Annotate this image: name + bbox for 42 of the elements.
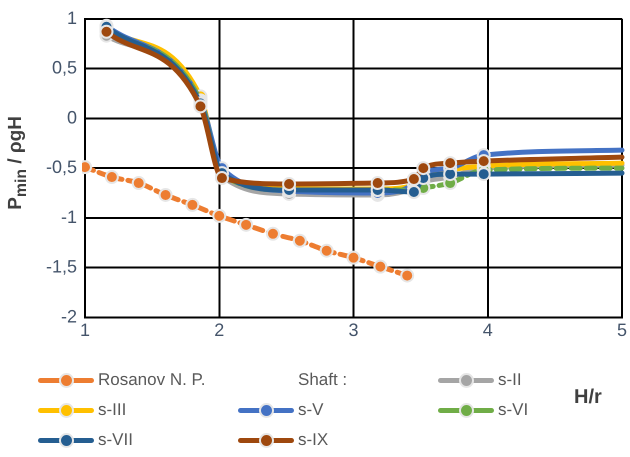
- point: [132, 176, 146, 190]
- y-tick-label: -2: [61, 306, 78, 326]
- point: [400, 268, 414, 283]
- point: [239, 218, 254, 232]
- point: [212, 208, 226, 223]
- point: [443, 156, 458, 170]
- legend-label: s-V: [298, 400, 324, 420]
- x-tick-label: 3: [348, 320, 359, 340]
- x-tick-label: 2: [214, 320, 224, 340]
- legend-label: Rosanov N. P.: [98, 370, 206, 390]
- x-tick-label: 1: [80, 320, 90, 340]
- point: [292, 234, 307, 248]
- y-tick-label: 0,5: [52, 58, 78, 78]
- y-tick-label: -1: [61, 206, 78, 227]
- point: [158, 188, 173, 202]
- legend-label: s-II: [498, 370, 522, 390]
- legend-label: s-III: [98, 400, 126, 420]
- legend-label: s-VII: [98, 430, 133, 450]
- point: [416, 161, 430, 176]
- y-tick-label: -1,5: [46, 256, 78, 277]
- point: [476, 154, 491, 168]
- point: [370, 176, 385, 190]
- x-axis-title: H/r: [574, 386, 602, 409]
- legend-title: Shaft :: [297, 370, 348, 390]
- point: [443, 167, 458, 182]
- y-tick-label: 0: [67, 107, 78, 128]
- point: [406, 172, 421, 186]
- point: [373, 260, 388, 274]
- legend-label: s-VI: [498, 400, 528, 420]
- point: [476, 167, 491, 182]
- point: [99, 24, 114, 39]
- point: [346, 250, 361, 265]
- point: [185, 198, 200, 212]
- legend-label: s-IX: [298, 430, 328, 450]
- point: [266, 226, 280, 241]
- point: [104, 170, 119, 184]
- y-tick-label: -0,5: [46, 157, 78, 178]
- y-tick-label: 1: [67, 8, 78, 28]
- x-tick-label: 5: [616, 320, 627, 340]
- x-tick-label: 4: [482, 320, 493, 340]
- point: [320, 244, 334, 258]
- point: [282, 177, 296, 192]
